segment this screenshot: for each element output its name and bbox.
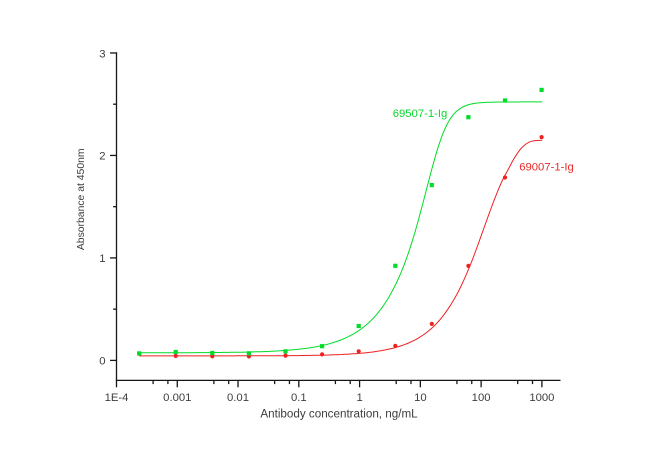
svg-text:1E-4: 1E-4 — [105, 392, 129, 404]
svg-text:0.001: 0.001 — [163, 392, 191, 404]
svg-text:1: 1 — [99, 253, 105, 265]
svg-text:Absorbance at 450nm: Absorbance at 450nm — [76, 148, 87, 250]
svg-text:69507-1-Ig: 69507-1-Ig — [393, 108, 448, 120]
svg-text:3: 3 — [99, 48, 105, 60]
svg-text:69007-1-Ig: 69007-1-Ig — [519, 162, 574, 174]
svg-text:10: 10 — [414, 392, 427, 404]
svg-text:1: 1 — [356, 392, 362, 404]
svg-text:1000: 1000 — [529, 392, 554, 404]
svg-text:0.1: 0.1 — [291, 392, 307, 404]
svg-text:Antibody concentration, ng/mL: Antibody concentration, ng/mL — [260, 408, 418, 421]
svg-text:100: 100 — [472, 392, 491, 404]
svg-text:0: 0 — [99, 356, 105, 368]
svg-text:2: 2 — [99, 151, 105, 163]
svg-text:0.01: 0.01 — [227, 392, 249, 404]
